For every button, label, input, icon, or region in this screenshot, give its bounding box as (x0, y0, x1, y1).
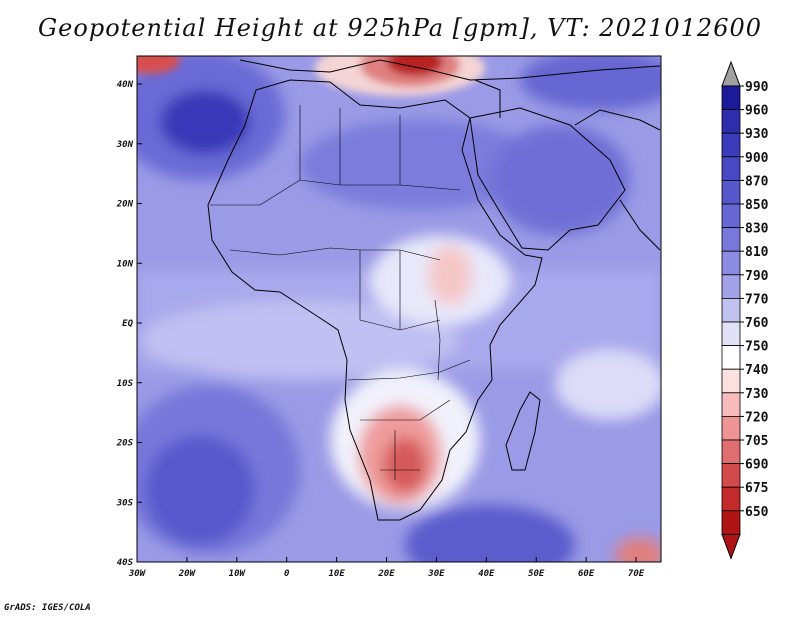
indian-ocean-light (555, 350, 661, 420)
colorbar-label: 830 (745, 222, 769, 237)
border-southern-africa (347, 359, 471, 421)
colorbar-swatch (721, 415, 741, 441)
colorbar-label: 770 (745, 292, 769, 307)
equatorial-light (140, 300, 460, 380)
colorbar-label: 650 (745, 505, 769, 520)
arabia-coastline (469, 107, 626, 251)
azores-high-core (160, 90, 250, 154)
grads-credit: GrADS: IGES/COLA (4, 603, 91, 613)
border-botswana (380, 430, 420, 480)
greece-low-core (387, 56, 443, 76)
south-atlantic-core (145, 435, 255, 545)
lat-label: 10S (117, 379, 134, 389)
colorbar-label: 930 (745, 127, 769, 142)
colorbar-label: 790 (745, 269, 769, 284)
colorbar-label: 690 (745, 458, 769, 473)
colorbar-label: 750 (745, 340, 769, 355)
madagascar-coastline (505, 391, 541, 471)
northwest-corner-low (137, 56, 180, 74)
colorbar-label: 740 (745, 363, 769, 378)
colorbar-swatch (721, 85, 741, 111)
lat-label: 10N (117, 259, 134, 269)
colorbar-top-arrow (721, 60, 741, 87)
lat-label: 40S (117, 558, 134, 568)
colorbar-label: 675 (745, 481, 768, 496)
colorbar-label: 720 (745, 410, 769, 425)
colorbar-swatch (721, 368, 741, 394)
colorbar-swatch (721, 510, 741, 535)
europe-coastline (239, 59, 661, 81)
lat-label: EQ (122, 319, 133, 329)
lon-label: 0 (284, 569, 290, 579)
height-field (137, 56, 661, 562)
lat-label: 30N (116, 140, 134, 150)
colorbar-swatch (721, 345, 741, 370)
plot-frame (136, 55, 662, 563)
lon-label: 70E (628, 569, 645, 579)
africa-coastline (207, 79, 543, 521)
colorbar-swatch (721, 439, 741, 465)
colorbar-label: 810 (745, 245, 769, 260)
colorbar-swatch (721, 156, 741, 181)
colorbar-swatch (721, 250, 741, 276)
colorbar-swatch (721, 227, 741, 252)
lat-label: 20S (116, 439, 134, 449)
asia-high (520, 56, 661, 110)
colorbar-bottom-arrow (721, 533, 741, 560)
axis-ticks: 30W 20W 10W 0 10E 20E 30E 40E 50E 60E 70E 40N 30N 20N… (116, 80, 645, 579)
lat-label: 40N (117, 80, 134, 90)
colorbar-swatch (721, 392, 741, 417)
colorbar-swatch (721, 321, 741, 347)
lon-label: 10E (328, 569, 345, 579)
colorbar-swatch (721, 132, 741, 158)
colorbar-swatch (721, 203, 741, 229)
southern-africa-low-core (383, 437, 427, 493)
colorbar-swatch (721, 486, 741, 512)
colorbar-label: 730 (745, 387, 769, 402)
lon-label: 20E (377, 569, 395, 579)
lon-label: 60E (578, 569, 595, 579)
border-sahel-north (210, 179, 461, 206)
lon-label: 10W (229, 569, 247, 579)
colorbar-swatch (721, 297, 741, 323)
lon-label: 50E (528, 569, 545, 579)
border-central-africa (359, 250, 441, 331)
sahara-high (300, 120, 540, 210)
colorbar-swatch (721, 109, 741, 134)
colorbar-label: 870 (745, 174, 769, 189)
iran-coastline (574, 109, 661, 131)
colorbar-label: 705 (745, 434, 768, 449)
lat-label: 30S (116, 498, 134, 508)
colorbar-label: 990 (745, 80, 769, 95)
colorbar-label: 960 (745, 104, 769, 119)
lon-label: 30E (427, 569, 445, 579)
colorbar: 990 960 930 900 870 850 830 810 790 770 760 750 740 7… (721, 60, 769, 560)
colorbar-label: 760 (745, 316, 769, 331)
border-great-lakes (434, 299, 441, 381)
southeast-corner-low (615, 537, 661, 562)
colorbar-swatch (721, 463, 741, 488)
lat-label: 20N (116, 200, 134, 210)
colorbar-label: 850 (745, 198, 769, 213)
east-africa-low (428, 245, 472, 305)
map-title: Geopotential Height at 925hPa [gpm], VT:… (38, 14, 762, 42)
border-west-africa (229, 247, 441, 261)
levant-coastline (474, 79, 501, 118)
border-north-africa (299, 105, 401, 185)
coastlines (207, 59, 661, 521)
colorbar-swatch (721, 179, 741, 205)
lon-label: 20W (178, 569, 197, 579)
country-borders (210, 105, 471, 480)
colorbar-label: 900 (745, 151, 769, 166)
lon-label: 40E (478, 569, 495, 579)
india-coastline (619, 199, 661, 251)
colorbar-swatch (721, 274, 741, 299)
lon-label: 30W (128, 569, 147, 579)
arabia-high (490, 125, 630, 235)
south-indian-high (405, 505, 575, 562)
